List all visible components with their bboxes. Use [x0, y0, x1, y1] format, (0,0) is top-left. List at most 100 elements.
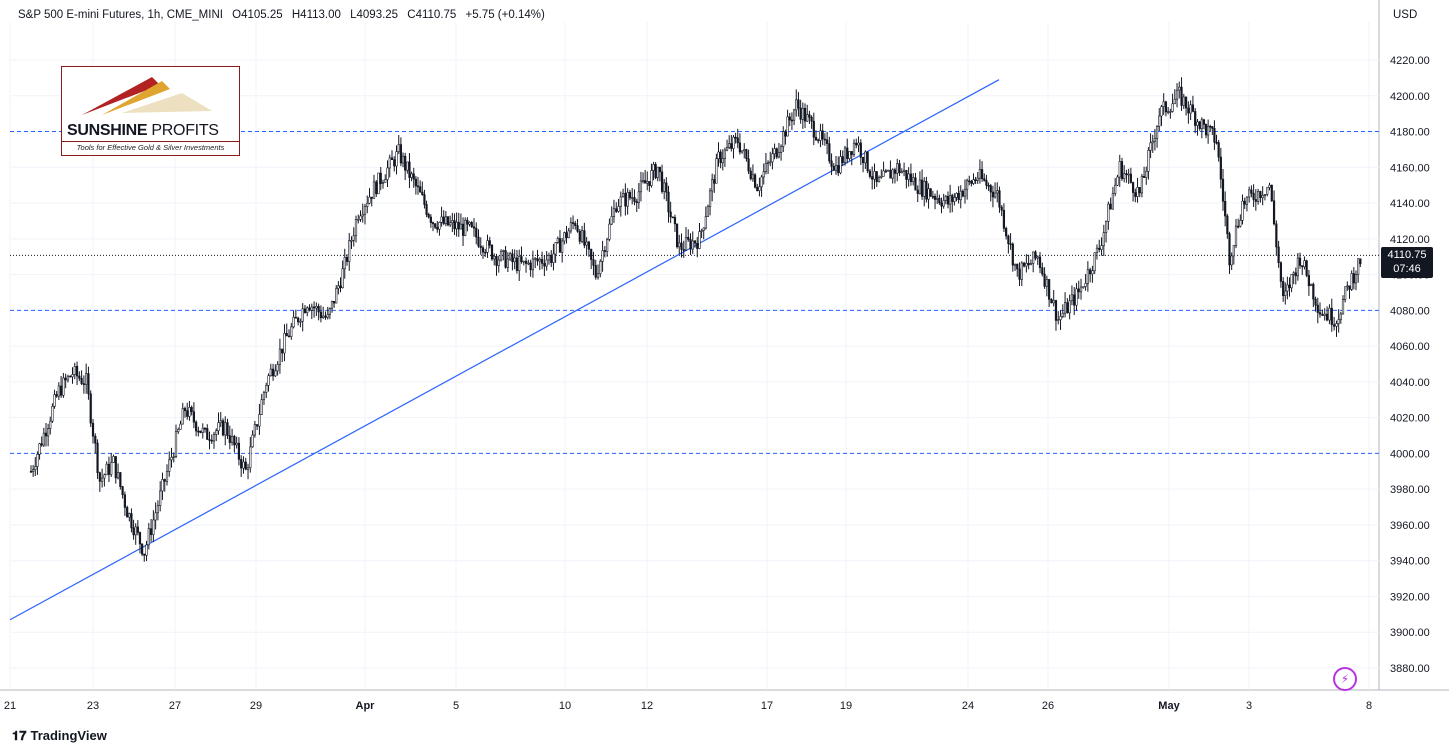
candle-body — [1025, 262, 1028, 267]
candle-body — [918, 179, 922, 194]
candle-body — [866, 151, 869, 172]
candle-body — [1204, 124, 1208, 136]
candle-body — [138, 532, 142, 545]
candle-body — [78, 375, 81, 379]
candle-body — [1089, 269, 1092, 275]
candle-body — [753, 174, 757, 188]
candle-body — [301, 308, 304, 322]
candle-body — [159, 490, 162, 506]
candle-body — [738, 142, 742, 153]
candle-body — [1086, 269, 1089, 284]
candle-body — [98, 472, 101, 482]
candle-body — [145, 544, 148, 556]
high-value: H4113.00 — [291, 9, 341, 21]
price-tick-label: 3900.00 — [1390, 627, 1430, 639]
candle-body — [1171, 103, 1174, 112]
sunshine-profits-logo: SUNSHINE PROFITS Tools for Effective Gol… — [61, 66, 240, 156]
candle-body — [1091, 270, 1094, 275]
candle-body — [1259, 191, 1262, 199]
candle-body — [509, 253, 512, 260]
candle-body — [91, 422, 95, 437]
candle-body — [375, 181, 378, 195]
candle-body — [62, 377, 65, 396]
candle-body — [126, 507, 129, 518]
last-price-value: 4110.75 — [1387, 249, 1427, 261]
candle-body — [1050, 298, 1053, 304]
candle-body — [219, 420, 222, 423]
candle-body — [792, 109, 796, 121]
candle-body — [82, 383, 85, 385]
candle-body — [1184, 96, 1188, 109]
candle-body — [669, 211, 672, 218]
candle-body — [515, 257, 519, 271]
candle-body — [538, 258, 541, 262]
candle-body — [773, 148, 776, 155]
candle-body — [1116, 176, 1119, 186]
candle-body — [339, 285, 342, 289]
time-tick-label: 12 — [641, 700, 653, 712]
candle-body — [1034, 251, 1037, 259]
candle-body — [399, 144, 402, 164]
candle-body — [1228, 233, 1231, 266]
candle-body — [29, 470, 33, 473]
currency-label[interactable]: USD — [1393, 9, 1418, 21]
candle-body — [128, 513, 131, 518]
candle-body — [181, 408, 184, 425]
candle-body — [652, 164, 655, 171]
candle-body — [1234, 225, 1238, 246]
time-tick-label: 17 — [761, 700, 773, 712]
candle-body — [810, 116, 813, 122]
candle-body — [1120, 161, 1124, 180]
candle-body — [235, 442, 238, 446]
candle-body — [281, 348, 284, 354]
candle-body — [1077, 288, 1080, 293]
candle-body — [446, 216, 450, 226]
candle-body — [1263, 194, 1267, 196]
logo-title-b: PROFITS — [147, 122, 219, 139]
candle-body — [708, 190, 712, 208]
candle-body — [587, 241, 591, 250]
candle-body — [713, 179, 716, 184]
candle-body — [368, 196, 371, 204]
candle-body — [1111, 193, 1115, 210]
candle-body — [363, 206, 367, 215]
candle-body — [1079, 286, 1083, 293]
candle-body — [1303, 260, 1306, 268]
price-axis: 3880.00 3900.00 3920.00 3940.00 3960.00 3980.… — [1390, 55, 1430, 675]
candle-body — [475, 227, 478, 238]
candle-body — [461, 223, 465, 236]
candle-body — [567, 230, 570, 239]
candle-body — [201, 427, 204, 433]
candle-body — [1323, 313, 1326, 316]
lightning-icon[interactable]: ⚡ — [1333, 667, 1357, 691]
candle-body — [60, 385, 63, 396]
candle-body — [826, 139, 829, 144]
candle-body — [684, 236, 688, 251]
candle-body — [1337, 319, 1340, 324]
candle-body — [453, 220, 456, 230]
candle-body — [1002, 209, 1006, 229]
candle-body — [966, 180, 969, 190]
candle-body — [1164, 101, 1168, 113]
candle-body — [149, 528, 153, 536]
tradingview-brand[interactable]: 𝟏𝟕 TradingView — [12, 728, 107, 744]
candle-body — [1134, 192, 1137, 197]
symbol-name[interactable]: S&P 500 E-mini Futures, 1h, CME_MINI — [18, 9, 223, 21]
candle-body — [163, 479, 166, 482]
candle-body — [682, 249, 685, 251]
candle-body — [1346, 285, 1349, 288]
candle-body — [57, 385, 60, 397]
candle-body — [1052, 300, 1055, 304]
candle-body — [410, 173, 413, 178]
candle-body — [1095, 247, 1099, 254]
candle-body — [601, 250, 604, 262]
candle-body — [909, 173, 913, 183]
candle-body — [233, 436, 236, 446]
candle-body — [1310, 283, 1313, 287]
candle-body — [359, 215, 362, 220]
candle-body — [828, 143, 831, 162]
candle-body — [197, 430, 200, 433]
candle-body — [624, 193, 627, 207]
